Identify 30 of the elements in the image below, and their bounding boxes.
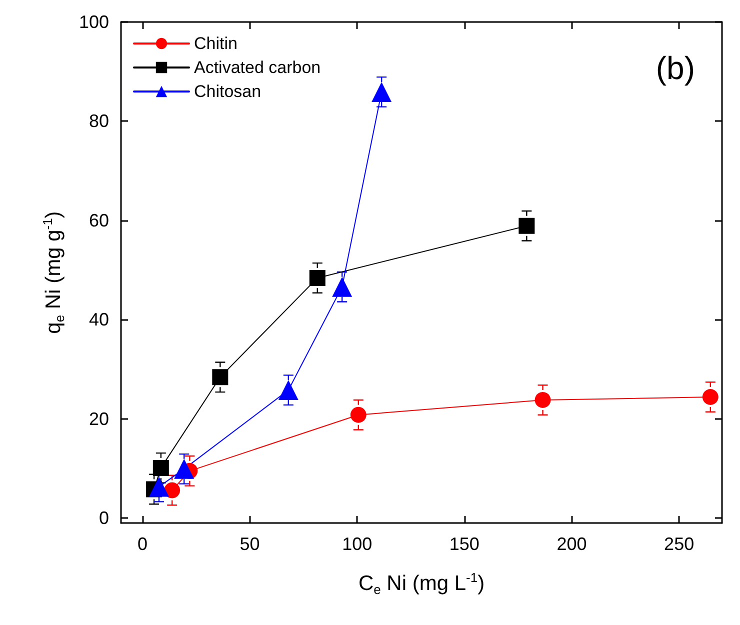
point (164, 482, 180, 498)
x-tick-label: 100 (342, 534, 372, 554)
point (309, 270, 326, 286)
point (152, 460, 169, 476)
y-tick-label: 40 (88, 310, 109, 330)
point (372, 82, 392, 102)
x-tick-label: 0 (137, 534, 148, 554)
point (332, 276, 352, 297)
x-tick-label: 250 (664, 534, 694, 554)
point (148, 476, 169, 497)
y-tick-label: 20 (88, 408, 109, 429)
y-tick-label: 60 (88, 210, 109, 230)
point (174, 458, 194, 479)
legend-label: Chitosan (194, 82, 262, 101)
legend-label: Activated carbon (194, 58, 321, 77)
y-tick-label: 80 (88, 111, 109, 132)
point (350, 406, 366, 423)
point (278, 380, 298, 400)
x-tick-label: 50 (240, 534, 260, 554)
point (534, 392, 551, 408)
legend-label: Chitin (194, 34, 238, 53)
point (518, 218, 535, 234)
annotation: (b) (656, 50, 695, 86)
y-tick-label: 0 (98, 508, 109, 528)
x-tick-label: 150 (449, 534, 480, 554)
y-tick-label: 100 (78, 12, 109, 32)
point (212, 369, 228, 386)
point (702, 389, 718, 405)
x-tick-label: 200 (556, 534, 587, 554)
y-axis-title: qe Ni (mg g-1) (40, 211, 67, 334)
